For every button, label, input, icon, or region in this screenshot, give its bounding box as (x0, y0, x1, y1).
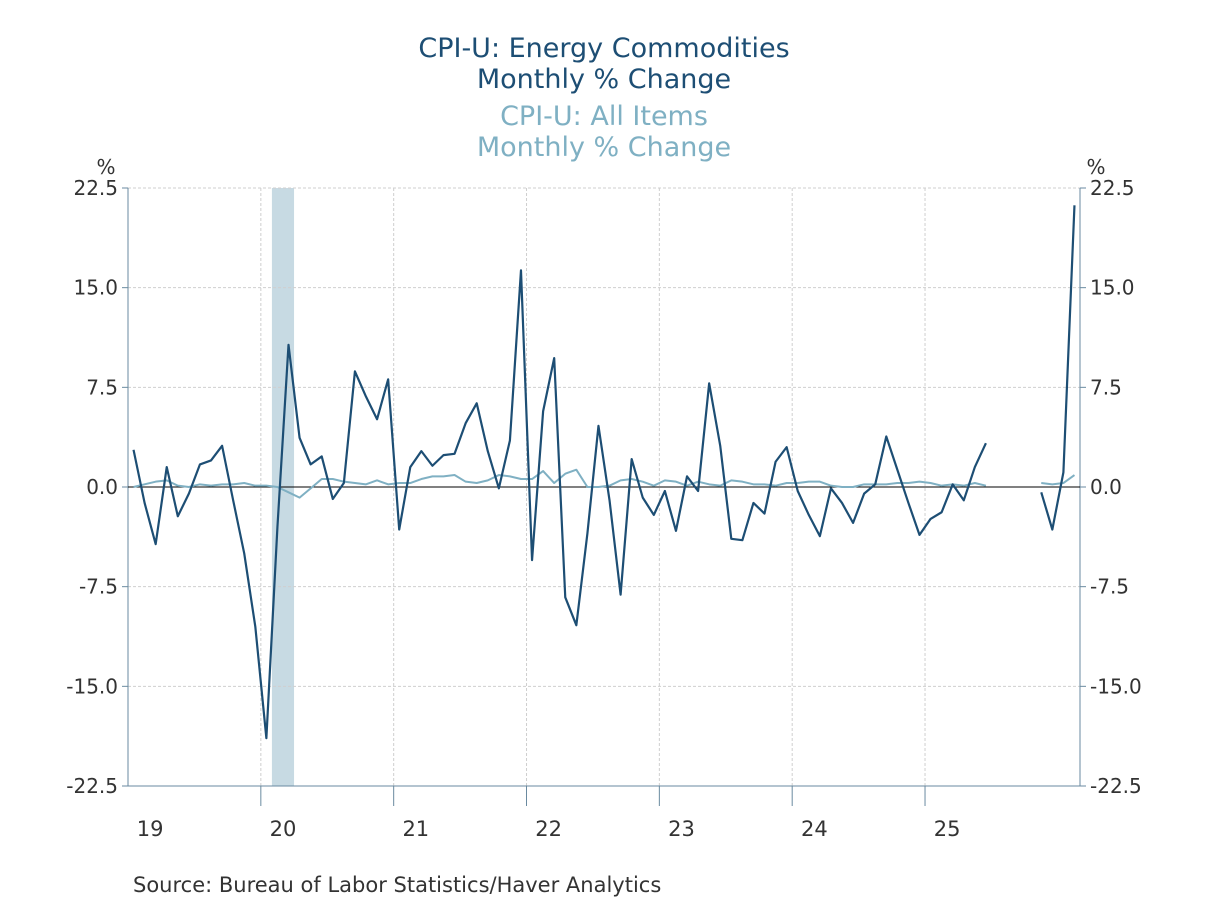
y-unit-left: % (96, 155, 115, 179)
chart-title-series2-line2: Monthly % Change (476, 132, 732, 163)
y-unit-right: % (1086, 155, 1105, 179)
series-line-energy (132, 205, 1076, 740)
y-tick-label-right: 7.5 (1090, 375, 1122, 399)
y-tick-label-right: 22.5 (1090, 176, 1135, 200)
y-tick-label-left: -22.5 (66, 774, 118, 798)
y-tick-label-left: 15.0 (73, 276, 118, 300)
x-tick-label: 19 (137, 817, 164, 841)
chart-title-series1-line1: CPI-U: Energy Commodities (418, 33, 790, 64)
y-tick-label-left: 7.5 (86, 375, 118, 399)
y-tick-label-left: -15.0 (66, 674, 118, 698)
chart-title-series1-line2: Monthly % Change (476, 64, 732, 95)
x-tick-label: 20 (270, 817, 297, 841)
y-tick-label-left: -7.5 (79, 575, 118, 599)
x-tick-label: 22 (535, 817, 562, 841)
y-tick-label-left: 22.5 (73, 176, 118, 200)
x-tick-label: 24 (801, 817, 828, 841)
chart-title-series2-line1: CPI-U: All Items (500, 101, 708, 132)
y-tick-label-right: 15.0 (1090, 276, 1135, 300)
y-tick-label-right: -7.5 (1090, 575, 1129, 599)
x-tick-label: 25 (934, 817, 961, 841)
y-tick-label-right: -22.5 (1090, 774, 1142, 798)
x-tick-label: 21 (402, 817, 429, 841)
x-tick-label: 23 (668, 817, 695, 841)
y-tick-label-left: 0.0 (86, 475, 118, 499)
y-tick-label-right: -15.0 (1090, 674, 1142, 698)
source-note: Source: Bureau of Labor Statistics/Haver… (133, 873, 662, 897)
y-tick-label-right: 0.0 (1090, 475, 1122, 499)
